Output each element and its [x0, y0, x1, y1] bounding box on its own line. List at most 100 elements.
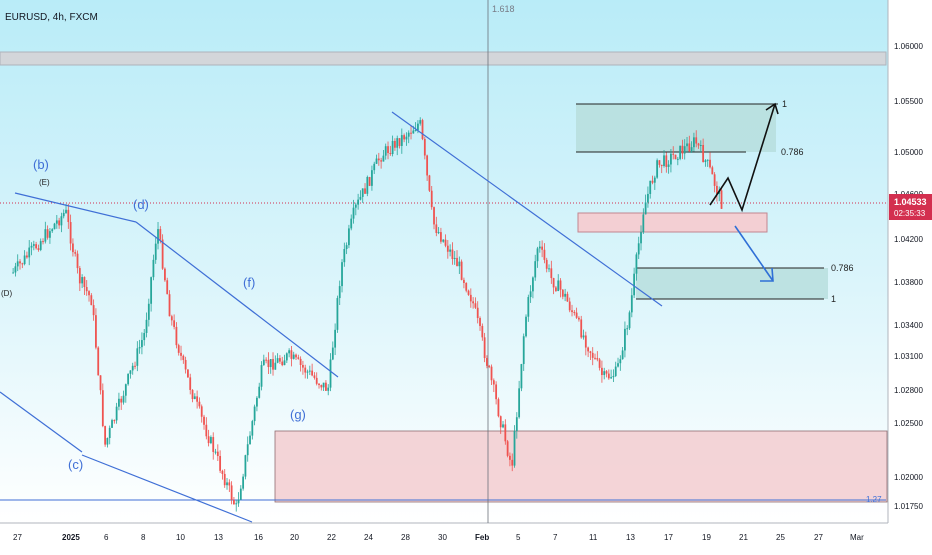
candle-body: [564, 293, 567, 297]
candle-body: [51, 229, 54, 232]
symbol-title[interactable]: EURUSD, 4h, FXCM: [5, 12, 98, 23]
candle-body: [12, 272, 15, 274]
candle-body: [612, 375, 615, 378]
candle-body: [193, 396, 196, 400]
candle-body: [690, 147, 693, 152]
candle-body: [72, 243, 74, 253]
time-label: 10: [176, 533, 185, 542]
candle-body: [177, 345, 180, 353]
candle-body: [446, 245, 449, 252]
candle-body: [237, 499, 240, 504]
candle-body: [384, 146, 387, 156]
projection-up: [709, 102, 779, 213]
candle-body: [329, 359, 332, 388]
candle-body: [327, 387, 330, 391]
time-axis-panel[interactable]: [0, 523, 932, 550]
candle-body: [265, 359, 268, 361]
candle-body: [704, 160, 707, 163]
candle-body: [302, 364, 304, 368]
candle-body: [85, 287, 88, 292]
candle-body: [200, 406, 203, 417]
wave-label-b: (b): [33, 157, 49, 172]
trendline-upper-channel: [135, 221, 339, 378]
candle-body: [513, 430, 516, 466]
candle-body: [21, 263, 24, 265]
candle-body: [235, 503, 238, 505]
candle-body: [221, 470, 224, 474]
candle-body: [679, 145, 682, 159]
arrow-up-head: [765, 102, 779, 115]
fib-label-127: 1.27: [866, 495, 882, 504]
candle-body: [16, 261, 19, 267]
candle-body: [610, 377, 613, 379]
candle-body: [509, 455, 511, 460]
candle-body: [62, 212, 65, 217]
time-label: 2025: [62, 533, 80, 542]
candle-body: [398, 138, 401, 146]
candle-body: [242, 476, 245, 489]
candle-body: [187, 369, 189, 378]
candle-body: [322, 382, 325, 388]
candle-body: [504, 424, 507, 442]
time-label: 17: [664, 533, 673, 542]
candle-body: [674, 154, 677, 160]
candle-body: [396, 138, 399, 148]
time-label: 13: [214, 533, 223, 542]
candle-body: [212, 437, 215, 452]
time-label: 20: [290, 533, 299, 542]
candle-body: [55, 220, 58, 224]
candle-body: [285, 353, 288, 361]
candle-body: [88, 291, 90, 296]
candle-body: [449, 249, 452, 252]
candle-body: [483, 337, 486, 359]
candle-body: [375, 158, 378, 164]
candle-body: [552, 278, 555, 288]
candle-body: [637, 243, 640, 255]
price-label: 1.04200: [894, 235, 923, 244]
candle-body: [127, 373, 130, 385]
candle-body: [260, 365, 263, 387]
candle-body: [495, 384, 498, 400]
candle-body: [74, 252, 77, 254]
retest-zone: [577, 212, 768, 233]
candle-body: [391, 140, 394, 155]
candle-body: [665, 155, 668, 167]
trendline-lower-channel: [81, 454, 253, 523]
candle-body: [559, 280, 562, 290]
candle-body: [83, 277, 86, 288]
candle-body: [594, 357, 596, 359]
candle-body: [97, 347, 100, 376]
candle-body: [101, 390, 104, 427]
candle-body: [350, 218, 353, 229]
candle-body: [538, 246, 541, 249]
price-axis-panel[interactable]: [888, 0, 932, 523]
candle-body: [481, 325, 484, 338]
candle-body: [276, 358, 279, 363]
candle-body: [394, 140, 396, 148]
candle-body: [69, 222, 72, 244]
candle-body: [262, 359, 265, 366]
candle-body: [550, 268, 553, 279]
candle-body: [118, 398, 120, 407]
candle-body: [90, 295, 93, 306]
candle-body: [196, 396, 199, 402]
candle-body: [720, 190, 723, 209]
candle-body: [598, 359, 601, 368]
projection-down: [734, 225, 774, 282]
candle-body: [39, 241, 42, 250]
price-label: 1.03100: [894, 352, 923, 361]
wave-label-c: (c): [68, 457, 83, 472]
candle-body: [663, 155, 665, 166]
candle-body: [642, 214, 645, 233]
candle-body: [667, 164, 670, 167]
demand-zone-bottom: [274, 430, 888, 503]
candle-body: [624, 328, 626, 351]
candle-body: [716, 185, 718, 194]
candle-body: [306, 371, 309, 373]
candle-body: [681, 145, 684, 154]
candle-body: [44, 229, 47, 242]
candle-body: [561, 289, 564, 297]
current-price-badge[interactable]: 1.04533 02:35:33: [889, 194, 932, 220]
candle-body: [407, 132, 410, 137]
